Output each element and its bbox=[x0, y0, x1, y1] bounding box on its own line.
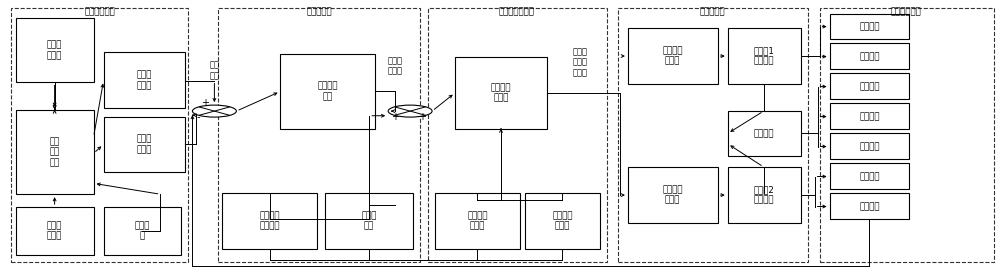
Text: 光滑死区逆单元: 光滑死区逆单元 bbox=[499, 7, 535, 16]
Text: 双臂机器人: 双臂机器人 bbox=[700, 7, 726, 16]
Text: +: + bbox=[391, 112, 399, 122]
Text: -: - bbox=[197, 112, 200, 122]
Text: 物体速度: 物体速度 bbox=[859, 112, 880, 121]
Bar bbox=[830, 104, 909, 129]
Bar bbox=[525, 193, 600, 249]
Text: 操控物体: 操控物体 bbox=[754, 129, 774, 138]
Text: 伺服电机
控制器: 伺服电机 控制器 bbox=[663, 185, 683, 205]
Text: 关节角度: 关节角度 bbox=[859, 202, 880, 211]
Bar bbox=[830, 13, 909, 39]
Bar bbox=[728, 167, 801, 223]
Bar bbox=[428, 7, 607, 262]
Bar bbox=[325, 193, 413, 249]
Text: 机械臂1
伺服电机: 机械臂1 伺服电机 bbox=[754, 46, 775, 65]
Bar bbox=[435, 193, 520, 249]
Text: 逆运
动学
模块: 逆运 动学 模块 bbox=[49, 137, 60, 167]
Text: 机械臂2
伺服电机: 机械臂2 伺服电机 bbox=[754, 185, 775, 205]
Text: 控制力
矩信号: 控制力 矩信号 bbox=[388, 56, 403, 76]
Text: 关节速度: 关节速度 bbox=[859, 22, 880, 31]
Text: 关节角度: 关节角度 bbox=[859, 52, 880, 61]
Bar bbox=[820, 7, 994, 262]
Text: 机器人控
制器: 机器人控 制器 bbox=[317, 82, 338, 101]
Bar bbox=[830, 133, 909, 159]
Bar bbox=[280, 54, 375, 129]
Bar bbox=[728, 111, 801, 156]
Bar bbox=[830, 193, 909, 219]
Bar bbox=[830, 164, 909, 189]
Text: 期望内
力: 期望内 力 bbox=[135, 221, 150, 241]
Bar bbox=[16, 207, 94, 255]
Bar bbox=[218, 7, 420, 262]
Bar bbox=[104, 53, 185, 109]
Text: 误差
信号: 误差 信号 bbox=[209, 61, 219, 80]
Text: 期望关
节角度: 期望关 节角度 bbox=[137, 135, 152, 154]
Circle shape bbox=[192, 105, 236, 117]
Bar bbox=[628, 28, 718, 84]
Bar bbox=[830, 73, 909, 99]
Bar bbox=[16, 110, 94, 194]
Bar bbox=[455, 56, 547, 129]
Bar bbox=[104, 116, 185, 172]
Bar bbox=[104, 207, 181, 255]
Text: +: + bbox=[418, 112, 426, 122]
Bar bbox=[222, 193, 317, 249]
Text: 抓取内力: 抓取内力 bbox=[859, 142, 880, 151]
Text: 物体位置: 物体位置 bbox=[859, 82, 880, 91]
Text: 宽度自适
应修正: 宽度自适 应修正 bbox=[552, 211, 573, 230]
Bar bbox=[11, 7, 188, 262]
Circle shape bbox=[388, 105, 432, 117]
Bar bbox=[830, 44, 909, 69]
Text: 期望关
节速度: 期望关 节速度 bbox=[137, 71, 152, 90]
Text: 轨迹生成单元: 轨迹生成单元 bbox=[84, 7, 115, 16]
Text: 自适应参
数控制器: 自适应参 数控制器 bbox=[260, 211, 280, 230]
Text: 数据读取单元: 数据读取单元 bbox=[891, 7, 922, 16]
Text: 伺服电机
控制器: 伺服电机 控制器 bbox=[663, 46, 683, 65]
Text: 光滑死区
逆模块: 光滑死区 逆模块 bbox=[491, 83, 511, 102]
Text: 期望物
体位量: 期望物 体位量 bbox=[47, 41, 62, 60]
Bar bbox=[628, 167, 718, 223]
Bar bbox=[16, 18, 94, 82]
Text: +: + bbox=[201, 98, 209, 108]
Bar bbox=[618, 7, 808, 262]
Text: 斜率自适
应修正: 斜率自适 应修正 bbox=[467, 211, 488, 230]
Text: 鲁棒控
制器: 鲁棒控 制器 bbox=[361, 211, 377, 230]
Bar bbox=[728, 28, 801, 84]
Text: 修正的
控制力
矩信号: 修正的 控制力 矩信号 bbox=[572, 47, 587, 77]
Text: 关节速度: 关节速度 bbox=[859, 172, 880, 181]
Text: 期望物
体速度: 期望物 体速度 bbox=[47, 221, 62, 241]
Text: 控制器单元: 控制器单元 bbox=[306, 7, 332, 16]
